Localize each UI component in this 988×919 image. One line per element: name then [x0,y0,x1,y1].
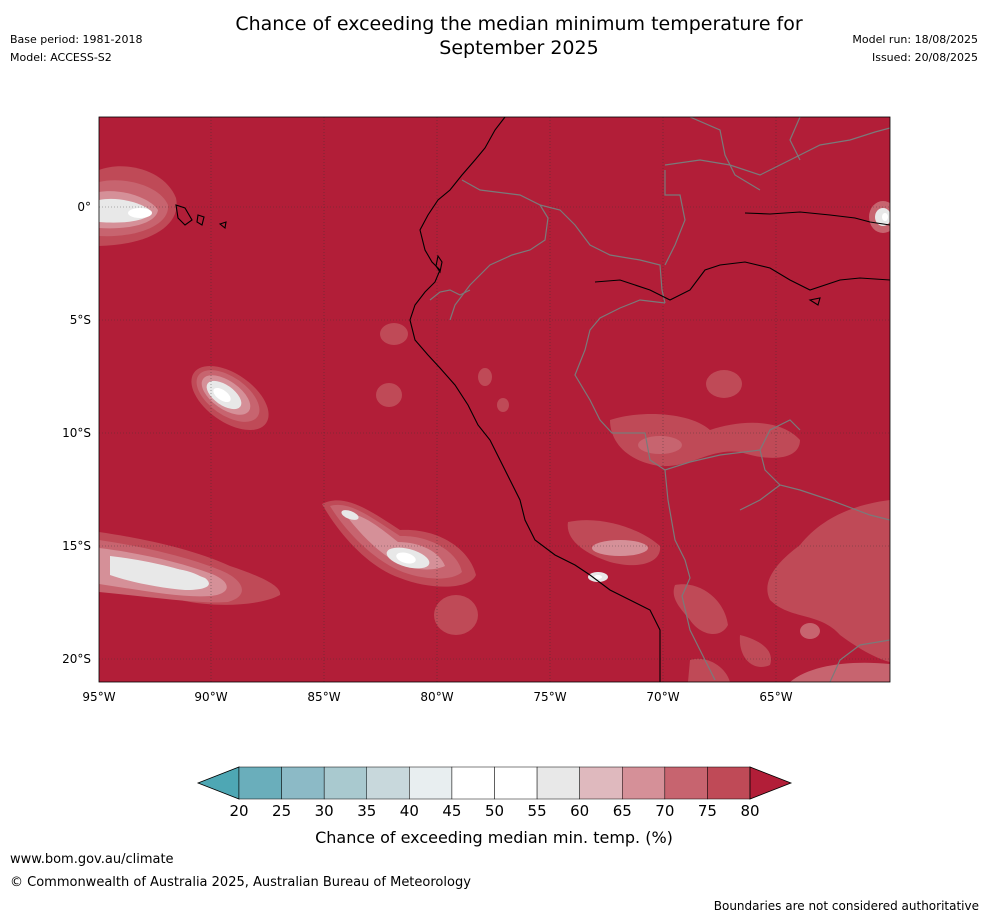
colorbar-swatch [494,766,538,800]
contour-feature-7s-77w [478,368,492,386]
colorbar-tick-label: 55 [528,802,547,820]
colorbar-tick-label: 45 [442,802,461,820]
contour-feature-5s-83w [380,323,408,345]
contour-feature-galapagos [99,166,177,246]
colorbar-swatch [238,766,282,800]
colorbar-swatch [366,766,410,800]
metadata-left: Base period: 1981-2018 Model: ACCESS-S2 [10,31,142,67]
lon-label: 65°W [759,690,792,704]
colorbar-over-arrow [749,766,793,800]
colorbar-swatch [451,766,495,800]
footer-url: www.bom.gov.au/climate [10,852,174,867]
model-text: Model: ACCESS-S2 [10,51,112,64]
contour-feature-16s-92w [99,532,281,605]
colorbar-swatch [281,766,325,800]
lat-label: 20°S [62,652,91,666]
contour-feature-8s-66w [706,370,742,398]
lon-label: 90°W [194,690,227,704]
lon-label: 95°W [82,690,115,704]
colorbar-swatch [707,766,751,800]
colorbar-swatch [622,766,666,800]
colorbar-tick-label: 20 [229,802,248,820]
lat-label: 5°S [70,313,91,327]
country-boundaries [429,117,890,682]
metadata-right: Model run: 18/08/2025 Issued: 20/08/2025 [852,31,978,67]
colorbar-swatch [536,766,580,800]
colorbar-tick-label: 50 [485,802,504,820]
lat-label: 0° [77,200,91,214]
contour-feature-amazon-10s [610,414,800,467]
contour-feature-9s-90w [191,366,269,430]
map-frame [98,116,891,683]
contour-feature-9s-76w [497,398,509,412]
lon-label: 75°W [533,690,566,704]
coastlines [175,117,890,682]
lat-label: 10°S [62,426,91,440]
contour-feature-8s-83w [376,383,402,407]
colorbar-tick-label: 60 [570,802,589,820]
contour-feature-16s-82w [322,500,476,587]
lon-label: 80°W [420,690,453,704]
page-title: Chance of exceeding the median minimum t… [150,12,888,60]
gridlines [99,117,890,682]
title-line-2: September 2025 [439,37,599,59]
title-line-1: Chance of exceeding the median minimum t… [235,13,803,35]
colorbar-under-arrow [196,766,240,800]
colorbar-tick-label: 80 [740,802,759,820]
colorbar-label: Chance of exceeding median min. temp. (%… [315,828,673,847]
colorbar-swatch [579,766,623,800]
footer-copyright: © Commonwealth of Australia 2025, Austra… [10,875,471,890]
map-panel [98,116,891,683]
lon-label: 70°W [646,690,679,704]
issued-text: Issued: 20/08/2025 [871,51,978,64]
contour-feature-peru-bolivia [567,520,661,582]
colorbar-legend: 20 25 30 35 40 45 50 55 60 65 70 75 80 [196,766,793,820]
colorbar-tick-label: 75 [698,802,717,820]
colorbar-tick-label: 40 [400,802,419,820]
footer-disclaimer: Boundaries are not considered authoritat… [713,899,979,913]
model-run-text: Model run: 18/08/2025 [852,33,978,46]
colorbar-tick-label: 65 [613,802,632,820]
colorbar-swatch [664,766,708,800]
lon-label: 85°W [307,690,340,704]
base-period-text: Base period: 1981-2018 [10,33,143,46]
colorbar-tick-label: 25 [272,802,291,820]
axis-labels: 95°W 90°W 85°W 80°W 75°W 70°W 65°W 0° 5°… [62,200,793,704]
colorbar-swatch [409,766,453,800]
contour-feature-18s-79w [434,595,478,635]
colorbar-swatch [323,766,367,800]
colorbar-tick-label: 35 [357,802,376,820]
lat-label: 15°S [62,539,91,553]
colorbar-tick-label: 30 [315,802,334,820]
probability-contours [99,166,890,682]
colorbar-tick-label: 70 [655,802,674,820]
